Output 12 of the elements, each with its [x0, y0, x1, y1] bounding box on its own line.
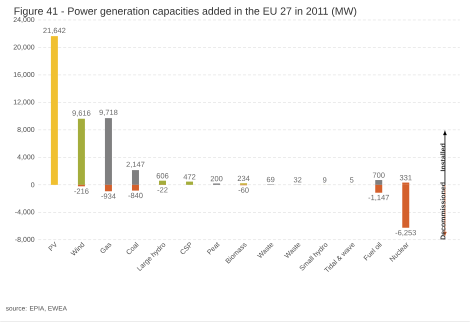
bar	[132, 170, 139, 185]
bar	[132, 184, 139, 191]
bar	[104, 118, 112, 185]
bar	[159, 180, 166, 185]
bar	[186, 182, 194, 185]
bar	[375, 180, 382, 185]
bar	[375, 184, 382, 193]
chart-title: Figure 41 - Power generation capacities added in the EU 27 in 2011 (MW)	[14, 7, 356, 18]
bar	[104, 184, 112, 192]
bar	[78, 118, 85, 185]
bar	[402, 184, 410, 228]
bar	[50, 36, 58, 185]
